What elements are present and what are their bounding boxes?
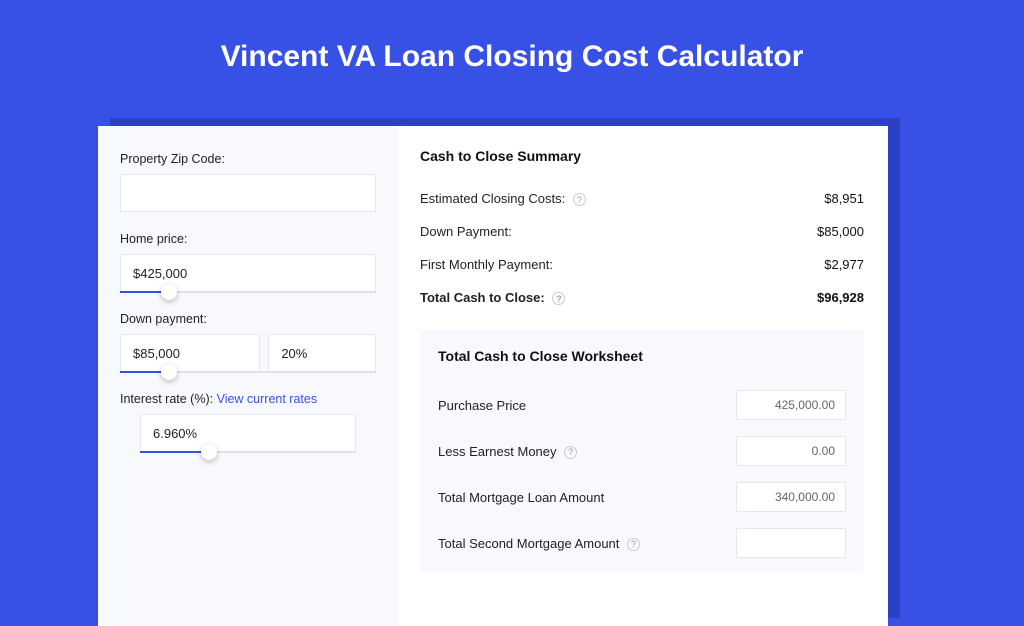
worksheet-row: Total Second Mortgage Amount ?: [438, 520, 846, 566]
second-mortgage-input[interactable]: [736, 528, 846, 558]
summary-row: First Monthly Payment: $2,977: [420, 248, 864, 281]
home-price-label: Home price:: [120, 232, 376, 246]
summary-total-value: $96,928: [817, 290, 864, 305]
help-icon[interactable]: ?: [564, 446, 577, 459]
interest-rate-input[interactable]: [140, 414, 356, 452]
earnest-money-input[interactable]: [736, 436, 846, 466]
home-price-group: Home price:: [120, 232, 376, 292]
down-payment-slider[interactable]: [120, 334, 376, 372]
page-title: Vincent VA Loan Closing Cost Calculator: [0, 0, 1024, 104]
interest-rate-group: Interest rate (%): View current rates: [120, 392, 376, 452]
help-icon[interactable]: ?: [573, 193, 586, 206]
summary-total-label: Total Cash to Close:: [420, 290, 545, 305]
summary-row: Down Payment: $85,000: [420, 215, 864, 248]
calculator-card: Property Zip Code: Home price: Down paym…: [98, 126, 888, 626]
down-payment-group: Down payment:: [120, 312, 376, 372]
zip-input[interactable]: [120, 174, 376, 212]
summary-value: $8,951: [824, 191, 864, 206]
worksheet-title: Total Cash to Close Worksheet: [438, 348, 846, 364]
interest-rate-label: Interest rate (%): View current rates: [120, 392, 376, 406]
worksheet-row: Total Mortgage Loan Amount: [438, 474, 846, 520]
slider-thumb[interactable]: [201, 444, 217, 460]
mortgage-loan-input[interactable]: [736, 482, 846, 512]
worksheet-label: Total Second Mortgage Amount: [438, 536, 619, 551]
slider-thumb[interactable]: [161, 284, 177, 300]
summary-label: Down Payment:: [420, 224, 512, 239]
interest-rate-label-text: Interest rate (%):: [120, 392, 213, 406]
worksheet-row: Purchase Price: [438, 382, 846, 428]
down-payment-amount-input[interactable]: [120, 334, 260, 372]
worksheet-label: Less Earnest Money: [438, 444, 557, 459]
down-payment-percent-input[interactable]: [268, 334, 376, 372]
slider-thumb[interactable]: [161, 364, 177, 380]
summary-label: Estimated Closing Costs:: [420, 191, 565, 206]
help-icon[interactable]: ?: [552, 292, 565, 305]
summary-total-row: Total Cash to Close: ? $96,928: [420, 281, 864, 314]
summary-panel: Cash to Close Summary Estimated Closing …: [398, 126, 888, 626]
help-icon[interactable]: ?: [627, 538, 640, 551]
worksheet-label: Purchase Price: [438, 398, 526, 413]
worksheet-card: Total Cash to Close Worksheet Purchase P…: [420, 330, 864, 572]
worksheet-row: Less Earnest Money ?: [438, 428, 846, 474]
summary-value: $2,977: [824, 257, 864, 272]
slider-fill: [140, 451, 209, 453]
summary-label: First Monthly Payment:: [420, 257, 553, 272]
zip-label: Property Zip Code:: [120, 152, 376, 166]
summary-value: $85,000: [817, 224, 864, 239]
zip-group: Property Zip Code:: [120, 152, 376, 212]
worksheet-label: Total Mortgage Loan Amount: [438, 490, 604, 505]
summary-title: Cash to Close Summary: [420, 148, 864, 164]
view-rates-link[interactable]: View current rates: [217, 392, 318, 406]
purchase-price-input[interactable]: [736, 390, 846, 420]
summary-row: Estimated Closing Costs: ? $8,951: [420, 182, 864, 215]
down-payment-label: Down payment:: [120, 312, 376, 326]
interest-rate-slider[interactable]: [140, 414, 356, 452]
home-price-input[interactable]: [120, 254, 376, 292]
input-panel: Property Zip Code: Home price: Down paym…: [98, 126, 398, 626]
home-price-slider[interactable]: [120, 254, 376, 292]
